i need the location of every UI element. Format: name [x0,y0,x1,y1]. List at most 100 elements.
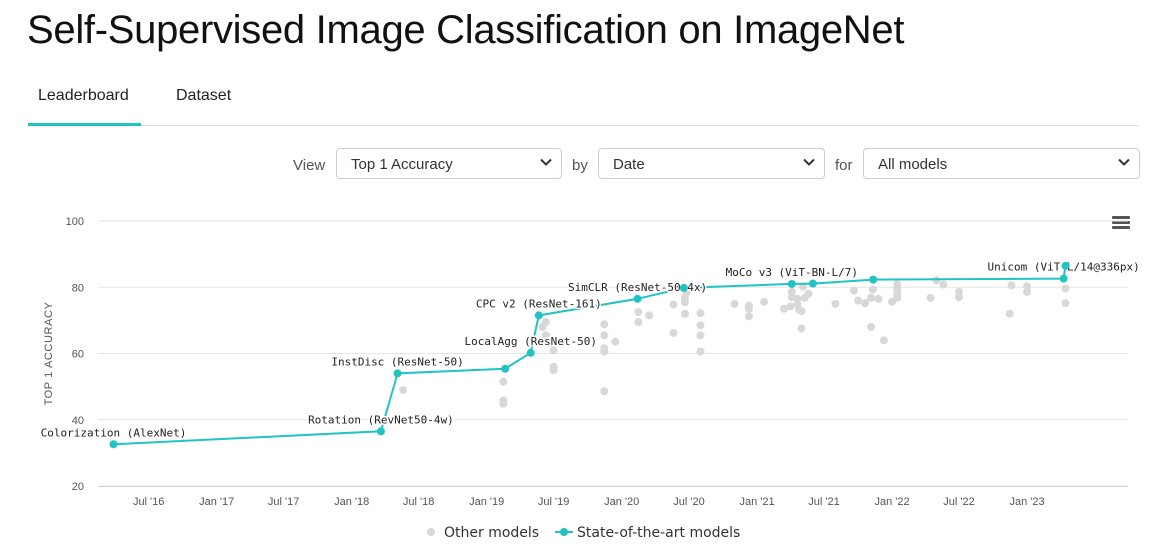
x-tick-label: Jan '17 [199,496,234,508]
other-model-point [793,294,802,303]
sota-point [376,427,385,436]
chevron-down-icon [803,158,815,166]
sota-point [109,440,118,449]
x-tick-label: Jul '17 [268,496,299,508]
other-model-point [1061,284,1070,293]
other-model-point [541,318,550,327]
other-model-point [730,299,739,308]
other-model-point [868,285,877,294]
other-model-point [669,328,678,337]
by-label: by [572,157,588,174]
other-model-point [866,323,875,331]
other-model-point [874,294,883,303]
other-model-point [696,331,705,340]
chart: 20 40 60 80 100 Jul '16 Jan '17 Jul '17 Jan '18 J… [39,216,1141,541]
tab-leaderboard[interactable]: Leaderboard [38,87,129,104]
sota-point [679,283,688,292]
other-model-point [600,347,609,356]
y-tick-label: 20 [72,481,84,493]
sota-point [526,348,535,357]
sota-point-label: MoCo v3 (ViT-BN-L/7) [726,266,858,279]
for-select[interactable]: All models [863,148,1140,179]
other-model-point [600,320,609,329]
other-model-point [611,337,620,346]
sota-point-label: InstDisc (ResNet-50) [331,355,463,368]
x-tick-label: Jul '21 [808,496,839,508]
other-model-point [645,311,654,320]
x-tick-label: Jan '18 [334,496,369,508]
other-model-point [861,299,870,308]
sota-point [869,275,878,284]
sota-point-label: SimCLR (ResNet-50 4x) [568,281,707,294]
other-model-point [634,318,643,327]
other-model-point [787,287,796,296]
other-model-point [939,280,948,289]
other-model-point [541,331,550,340]
other-model-point [866,293,875,302]
by-select[interactable]: Date [598,148,825,179]
other-model-point [797,307,806,316]
x-tick-label: Jul '20 [673,496,704,508]
other-model-point [600,331,609,340]
x-tick-label: Jan '20 [604,496,639,508]
other-model-point [399,385,408,394]
other-model-point [1007,281,1016,290]
x-tick-label: Jul '19 [538,496,569,508]
active-tab-indicator [28,123,141,126]
sota-point [787,279,796,288]
sota-point [1061,261,1070,270]
sota-point [808,279,817,288]
other-model-point [744,304,753,313]
other-model-point [797,324,806,333]
legend-sota-marker [560,528,568,536]
for-label: for [835,157,853,174]
other-model-point [954,293,963,302]
other-model-point [879,336,888,345]
legend-other-label: Other models [444,525,539,541]
other-model-point [1061,299,1070,308]
x-tick-label: Jul '18 [403,496,434,508]
for-select-value: All models [878,156,948,173]
x-tick-label: Jan '21 [739,496,774,508]
other-model-point [804,289,813,298]
sota-point [534,311,543,320]
other-model-point [549,366,558,375]
tab-dataset[interactable]: Dataset [176,87,232,104]
sota-point [393,369,402,378]
other-model-point [744,312,753,321]
sota-point [501,364,510,373]
chevron-down-icon [540,158,552,166]
sota-point [633,294,642,303]
page-title: Self-Supervised Image Classification on … [27,8,905,52]
legend-sota-label: State-of-the-art models [577,525,740,541]
other-model-point [549,346,558,355]
x-tick-label: Jan '23 [1009,496,1044,508]
sota-point-label: LocalAgg (ResNet-50) [464,335,596,348]
other-model-point [680,309,689,318]
tab-bar: Leaderboard Dataset [28,78,1138,126]
sota-point-label: CPC v2 (ResNet-161) [476,297,602,310]
x-tick-label: Jan '22 [874,496,909,508]
x-tick-label: Jan '19 [469,496,504,508]
other-model-point [849,286,858,295]
other-model-point [1005,309,1014,318]
y-tick-label: 40 [72,415,84,427]
other-model-point [499,399,508,408]
sota-point-label: Colorization (AlexNet) [41,426,187,439]
x-tick-label: Jul '16 [133,496,164,508]
other-model-point [786,302,795,311]
other-model-point [696,321,705,330]
other-model-point [932,276,941,285]
chart-menu-icon[interactable] [1112,216,1130,230]
y-tick-label: 100 [66,216,84,228]
y-tick-label: 60 [72,349,84,361]
other-model-point [1023,287,1032,296]
other-model-point [634,308,643,317]
view-select-value: Top 1 Accuracy [351,156,453,173]
other-model-point [1023,282,1032,291]
view-label: View [293,157,326,174]
other-model-point [499,377,508,386]
other-model-point [545,338,554,347]
view-select[interactable]: Top 1 Accuracy [336,148,562,179]
chevron-down-icon [1118,158,1130,166]
